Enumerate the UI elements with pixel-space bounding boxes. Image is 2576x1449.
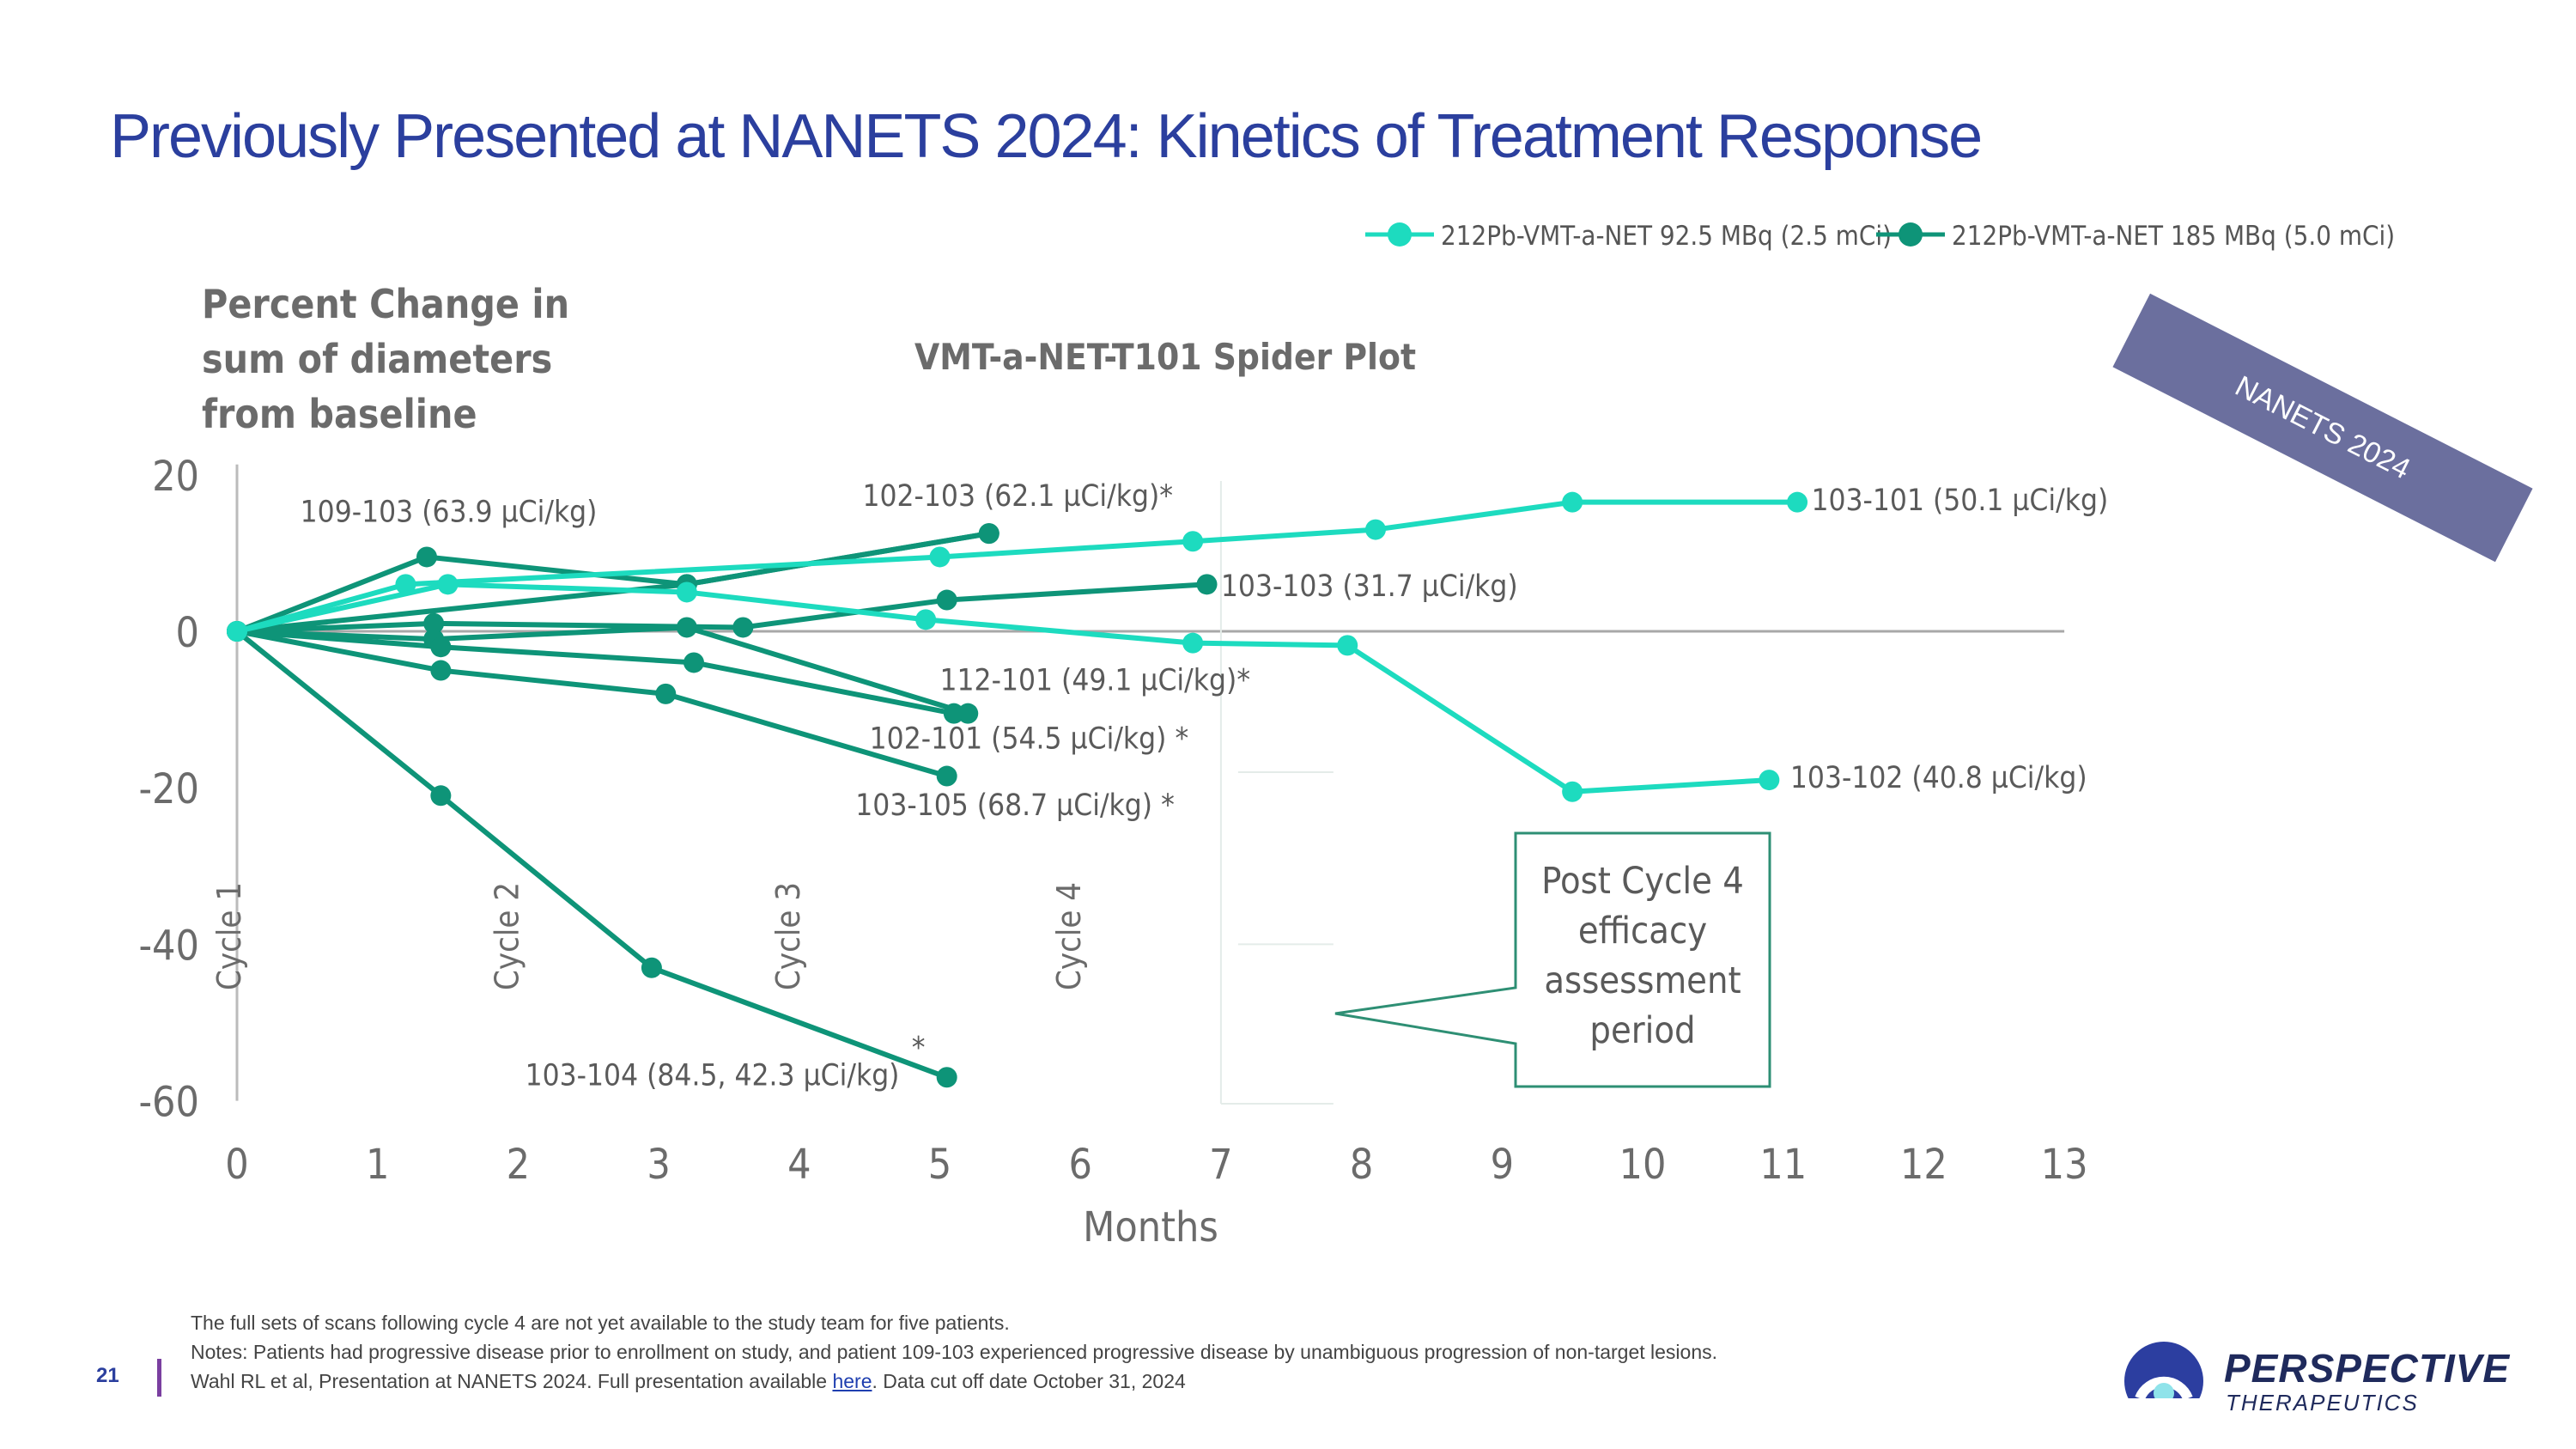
logo-name: PERSPECTIVE: [2224, 1346, 2511, 1391]
spider-plot: Percent Change in sum of diameters from ba…: [138, 221, 2395, 1251]
data-point: [943, 703, 964, 724]
data-point: [929, 546, 951, 568]
footnote-line3: Wahl RL et al, Presentation at NANETS 20…: [191, 1367, 1717, 1396]
callout-text: efficacy: [1578, 910, 1707, 953]
x-axis-label: Months: [1083, 1203, 1218, 1251]
data-point: [1787, 491, 1808, 513]
data-point: [978, 523, 999, 545]
y-tick-label: 0: [176, 609, 199, 657]
data-point: [1337, 635, 1358, 656]
cycle-label: Cycle 3: [769, 882, 807, 990]
data-point: [423, 612, 445, 634]
data-point: [416, 546, 437, 568]
logo-subtitle: THERAPEUTICS: [2226, 1390, 2419, 1416]
legend-marker: [1899, 222, 1923, 247]
perspective-logo-icon: [2121, 1342, 2207, 1424]
data-point: [430, 660, 452, 681]
patient-label: *: [912, 1031, 926, 1065]
x-tick-label: 9: [1491, 1141, 1514, 1189]
data-point: [1182, 531, 1204, 552]
patient-label: 103-104 (84.5, 42.3 µCi/kg): [526, 1058, 900, 1093]
data-point: [430, 636, 452, 658]
footnotes: The full sets of scans following cycle 4…: [191, 1308, 1717, 1396]
company-logo: PERSPECTIVE THERAPEUTICS: [2121, 1338, 2516, 1424]
x-tick-label: 3: [647, 1141, 670, 1189]
data-point: [641, 957, 662, 978]
page-number: 21: [96, 1364, 119, 1387]
y-tick-label: 20: [152, 453, 199, 501]
efficacy-callout-box: [1334, 831, 1771, 1088]
cycle-label: Cycle 4: [1050, 882, 1088, 990]
page-divider: [157, 1359, 161, 1397]
y-axis-label: from baseline: [202, 391, 477, 437]
footnote-line3-text: Wahl RL et al, Presentation at NANETS 20…: [191, 1370, 833, 1392]
x-tick-label: 7: [1209, 1141, 1232, 1189]
data-point: [683, 652, 705, 673]
cycle-label: Cycle 2: [488, 882, 526, 990]
patient-label: 102-101 (54.5 µCi/kg) *: [870, 722, 1189, 757]
series-line: [236, 531, 990, 634]
x-tick-label: 8: [1350, 1141, 1373, 1189]
data-point: [936, 1067, 957, 1088]
x-tick-label: 12: [1900, 1141, 1947, 1189]
patient-label: 102-103 (62.1 µCi/kg)*: [862, 479, 1173, 514]
legend-label: 212Pb-VMT-a-NET 185 MBq (5.0 mCi): [1952, 221, 2395, 252]
data-point: [936, 589, 957, 611]
series-line: [236, 629, 955, 716]
data-point: [1759, 770, 1780, 791]
footnote-line3-end: . Data cut off date October 31, 2024: [872, 1370, 1186, 1392]
x-tick-label: 1: [366, 1141, 389, 1189]
data-point: [227, 621, 247, 642]
patient-label: 103-102 (40.8 µCi/kg): [1790, 761, 2087, 795]
data-point: [1562, 491, 1583, 513]
x-tick-label: 6: [1068, 1141, 1091, 1189]
data-point: [1364, 519, 1386, 540]
cycle-label: Cycle 1: [210, 882, 248, 990]
y-tick-label: -60: [138, 1079, 199, 1127]
callout-text: period: [1589, 1009, 1695, 1052]
callout-text: assessment: [1544, 959, 1741, 1002]
patient-label: 112-101 (49.1 µCi/kg)*: [940, 663, 1251, 697]
data-point: [430, 785, 452, 807]
series-line: [236, 629, 948, 779]
series-line: [236, 581, 1770, 795]
y-axis-label: sum of diameters: [202, 336, 552, 382]
footnote-line1: The full sets of scans following cycle 4…: [191, 1312, 1010, 1334]
patient-label: 103-101 (50.1 µCi/kg): [1811, 484, 2108, 518]
data-point: [1182, 632, 1204, 654]
x-tick-label: 5: [928, 1141, 951, 1189]
y-axis-label: Percent Change in: [202, 281, 569, 327]
patient-label: 103-103 (31.7 µCi/kg): [1221, 569, 1518, 604]
data-point: [437, 574, 459, 595]
callout-text: Post Cycle 4: [1541, 860, 1744, 903]
data-point: [395, 574, 416, 595]
series-line: [235, 629, 948, 1081]
data-point: [1562, 781, 1583, 802]
chart-title: VMT-a-NET-T101 Spider Plot: [914, 336, 1416, 378]
data-point: [676, 581, 697, 603]
data-point: [732, 617, 754, 638]
data-point: [915, 609, 937, 630]
y-tick-label: -20: [138, 765, 199, 813]
data-point: [676, 617, 697, 638]
series-line: [236, 624, 969, 716]
presentation-link[interactable]: here: [832, 1370, 872, 1392]
x-tick-label: 13: [2041, 1141, 2088, 1189]
footnote-line2: Notes: Patients had progressive disease …: [191, 1341, 1718, 1363]
data-point: [936, 765, 957, 787]
legend-marker: [1388, 222, 1412, 247]
x-tick-label: 2: [507, 1141, 530, 1189]
legend-label: 212Pb-VMT-a-NET 92.5 MBq (2.5 mCi): [1441, 221, 1892, 252]
x-tick-label: 0: [225, 1141, 248, 1189]
data-point: [655, 683, 677, 704]
patient-label: 109-103 (63.9 µCi/kg): [301, 495, 598, 529]
data-point: [1196, 574, 1218, 595]
x-tick-label: 4: [787, 1141, 811, 1189]
patient-label: 103-105 (68.7 µCi/kg) *: [855, 788, 1175, 823]
x-tick-label: 11: [1759, 1141, 1807, 1189]
page-title: Previously Presented at NANETS 2024: Kin…: [110, 102, 1983, 171]
series-line: [235, 531, 990, 634]
x-tick-label: 10: [1619, 1141, 1667, 1189]
y-tick-label: -40: [138, 922, 199, 970]
